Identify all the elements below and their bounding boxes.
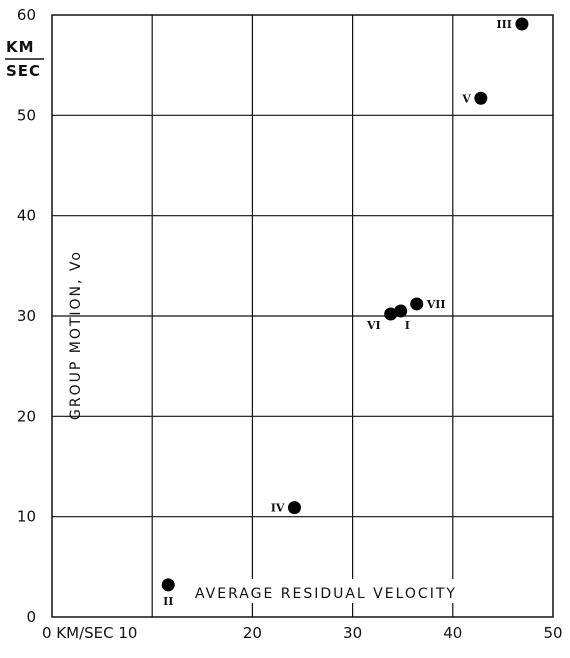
data-point bbox=[287, 501, 301, 515]
y-tick-labels: 0 10 20 30 40 50 60 bbox=[17, 6, 36, 626]
data-point bbox=[384, 307, 398, 321]
x-tick-label: 50 bbox=[543, 624, 562, 642]
y-tick-label: 50 bbox=[17, 106, 36, 124]
y-tick-label: 20 bbox=[17, 407, 36, 425]
y-tick-label: 0 bbox=[26, 608, 36, 626]
x-axis-label: AVERAGE RESIDUAL VELOCITY bbox=[195, 586, 457, 602]
y-tick-label: 30 bbox=[17, 307, 36, 325]
y-unit-km: KM bbox=[6, 38, 35, 56]
data-point-label: I bbox=[405, 319, 410, 332]
data-point bbox=[161, 578, 175, 592]
x-unit-tick-label: 0 KM/SEC 10 bbox=[42, 624, 137, 642]
y-axis-label: GROUP MOTION, Vo bbox=[68, 250, 84, 420]
data-point bbox=[410, 297, 424, 311]
x-tick-label: 20 bbox=[243, 624, 262, 642]
y-tick-label: 40 bbox=[17, 207, 36, 225]
x-tick-label: 30 bbox=[343, 624, 362, 642]
data-point-label: II bbox=[163, 595, 173, 608]
y-unit-sec: SEC bbox=[6, 62, 41, 80]
plot-frame bbox=[51, 14, 554, 618]
x-tick-label: 40 bbox=[443, 624, 462, 642]
data-point-label: VII bbox=[426, 298, 446, 311]
y-tick-label: 10 bbox=[17, 508, 36, 526]
data-point bbox=[515, 17, 529, 31]
data-point-label: V bbox=[461, 92, 471, 105]
data-point-label: III bbox=[497, 18, 512, 31]
y-tick-label: 60 bbox=[17, 6, 36, 24]
data-point-label: VI bbox=[366, 319, 381, 332]
data-point bbox=[394, 304, 408, 318]
data-point bbox=[474, 91, 488, 105]
grid bbox=[52, 15, 553, 617]
data-point-label: IV bbox=[271, 502, 285, 515]
x-axis-label-bg bbox=[186, 579, 526, 603]
x-tick-labels: 20 30 40 50 bbox=[243, 624, 563, 642]
